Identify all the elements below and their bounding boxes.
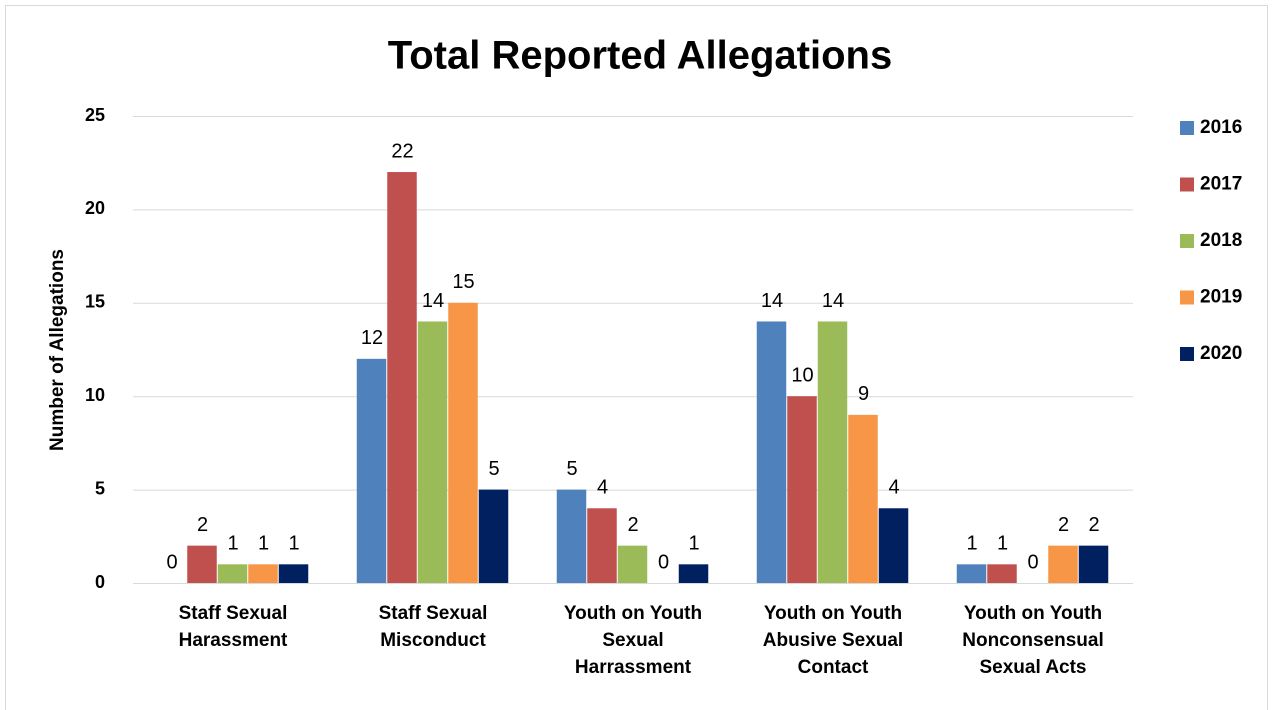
bar <box>556 489 587 583</box>
data-label: 1 <box>688 533 699 555</box>
bar <box>817 321 848 583</box>
x-tick-label: Staff Sexual Misconduct <box>378 603 488 651</box>
data-label: 14 <box>761 290 783 312</box>
data-label: 2 <box>197 514 208 536</box>
data-label: 12 <box>361 327 383 349</box>
data-label: 4 <box>597 477 608 499</box>
bar <box>1048 545 1078 583</box>
bar <box>278 564 309 583</box>
data-label: 5 <box>488 458 499 480</box>
data-label: 0 <box>658 551 669 573</box>
legend-label: 2019 <box>1200 287 1242 308</box>
y-tick-label: 5 <box>95 478 105 498</box>
legend-label: 2016 <box>1200 117 1242 138</box>
data-label: 1 <box>997 533 1008 555</box>
bar <box>417 321 448 583</box>
data-label: 1 <box>966 533 977 555</box>
x-tick-label: Staff Sexual Harassment <box>178 603 288 651</box>
data-label: 0 <box>166 551 177 573</box>
legend-swatch <box>1180 177 1194 192</box>
y-axis-label: Number of Allegations <box>47 249 68 451</box>
data-label: 22 <box>391 140 413 162</box>
data-label: 14 <box>822 290 844 312</box>
bar <box>617 545 648 583</box>
x-tick-label: Youth on Youth Abusive Sexual Contact <box>762 603 904 678</box>
data-label: 1 <box>227 533 238 555</box>
legend-swatch <box>1180 234 1194 248</box>
bar <box>187 545 217 583</box>
bar <box>678 564 709 583</box>
data-label: 2 <box>627 514 638 536</box>
data-label: 9 <box>858 383 869 405</box>
bar <box>878 508 909 583</box>
x-tick-label: Youth on Youth Nonconsensual Sexual Acts <box>962 603 1104 678</box>
data-label: 5 <box>566 458 577 480</box>
y-tick-label: 25 <box>85 105 105 125</box>
bar <box>756 321 787 583</box>
data-label: 0 <box>1027 551 1038 573</box>
legend-label: 2017 <box>1200 174 1242 195</box>
data-label: 1 <box>258 533 269 555</box>
bar <box>387 172 417 584</box>
legend-label: 2020 <box>1200 343 1242 364</box>
bar <box>1078 545 1109 583</box>
legend-swatch <box>1180 290 1194 305</box>
x-tick-label: Youth on Youth Sexual Harrassment <box>563 603 703 678</box>
data-label: 2 <box>1088 514 1099 536</box>
y-tick-label: 10 <box>85 385 105 405</box>
chart-border <box>5 5 1268 710</box>
bar <box>356 358 387 583</box>
bar <box>987 564 1017 583</box>
data-label: 15 <box>452 271 474 293</box>
bar <box>217 564 248 583</box>
bar <box>248 564 278 583</box>
data-label: 2 <box>1058 514 1069 536</box>
bar <box>848 414 878 583</box>
data-label: 10 <box>791 364 813 386</box>
y-tick-label: 0 <box>95 572 105 592</box>
bar <box>587 508 617 583</box>
bar <box>787 396 817 583</box>
legend-label: 2018 <box>1200 230 1242 251</box>
chart-title: Total Reported Allegations <box>388 34 892 78</box>
legend-swatch <box>1180 121 1194 135</box>
bar <box>478 489 509 583</box>
data-label: 1 <box>288 533 299 555</box>
y-tick-label: 20 <box>85 198 105 218</box>
y-tick-label: 15 <box>85 292 105 312</box>
bar <box>448 302 478 583</box>
legend-swatch <box>1180 347 1194 361</box>
bar <box>956 564 987 583</box>
data-label: 4 <box>888 477 899 499</box>
data-label: 14 <box>422 290 444 312</box>
